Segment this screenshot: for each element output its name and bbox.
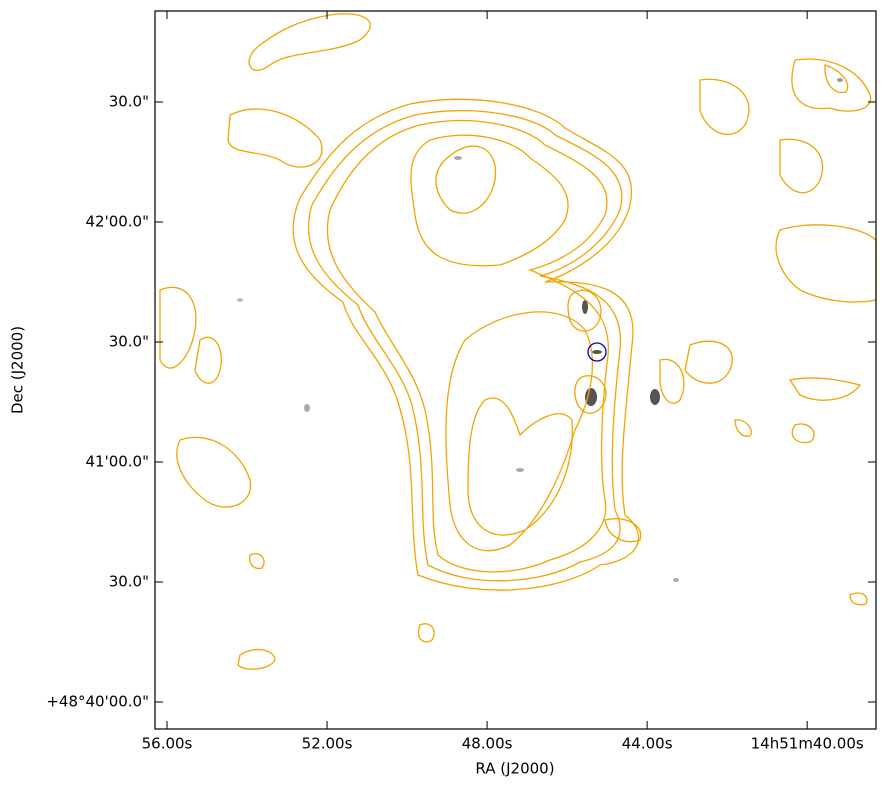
x-tick-label: 14h51m40.00s <box>751 735 864 753</box>
y-tick-label: 30.0" <box>109 93 149 111</box>
y-axis-label: Dec (J2000) <box>9 326 27 414</box>
x-tick-label: 56.00s <box>142 735 193 753</box>
plot-frame <box>154 10 877 730</box>
source-marker <box>587 342 607 362</box>
x-tick-label: 44.00s <box>622 735 673 753</box>
y-tick-label: 42'00.0" <box>85 213 149 231</box>
x-tick-label: 48.00s <box>462 735 513 753</box>
x-axis-label: RA (J2000) <box>475 760 554 778</box>
sky-image <box>155 11 876 729</box>
y-tick-label: 30.0" <box>109 573 149 591</box>
y-tick-label: 30.0" <box>109 333 149 351</box>
sources <box>237 78 843 582</box>
y-tick-label: +48°40'00.0" <box>46 693 149 711</box>
x-tick-label: 52.00s <box>302 735 353 753</box>
contours <box>159 13 877 670</box>
y-tick-label: 41'00.0" <box>85 453 149 471</box>
